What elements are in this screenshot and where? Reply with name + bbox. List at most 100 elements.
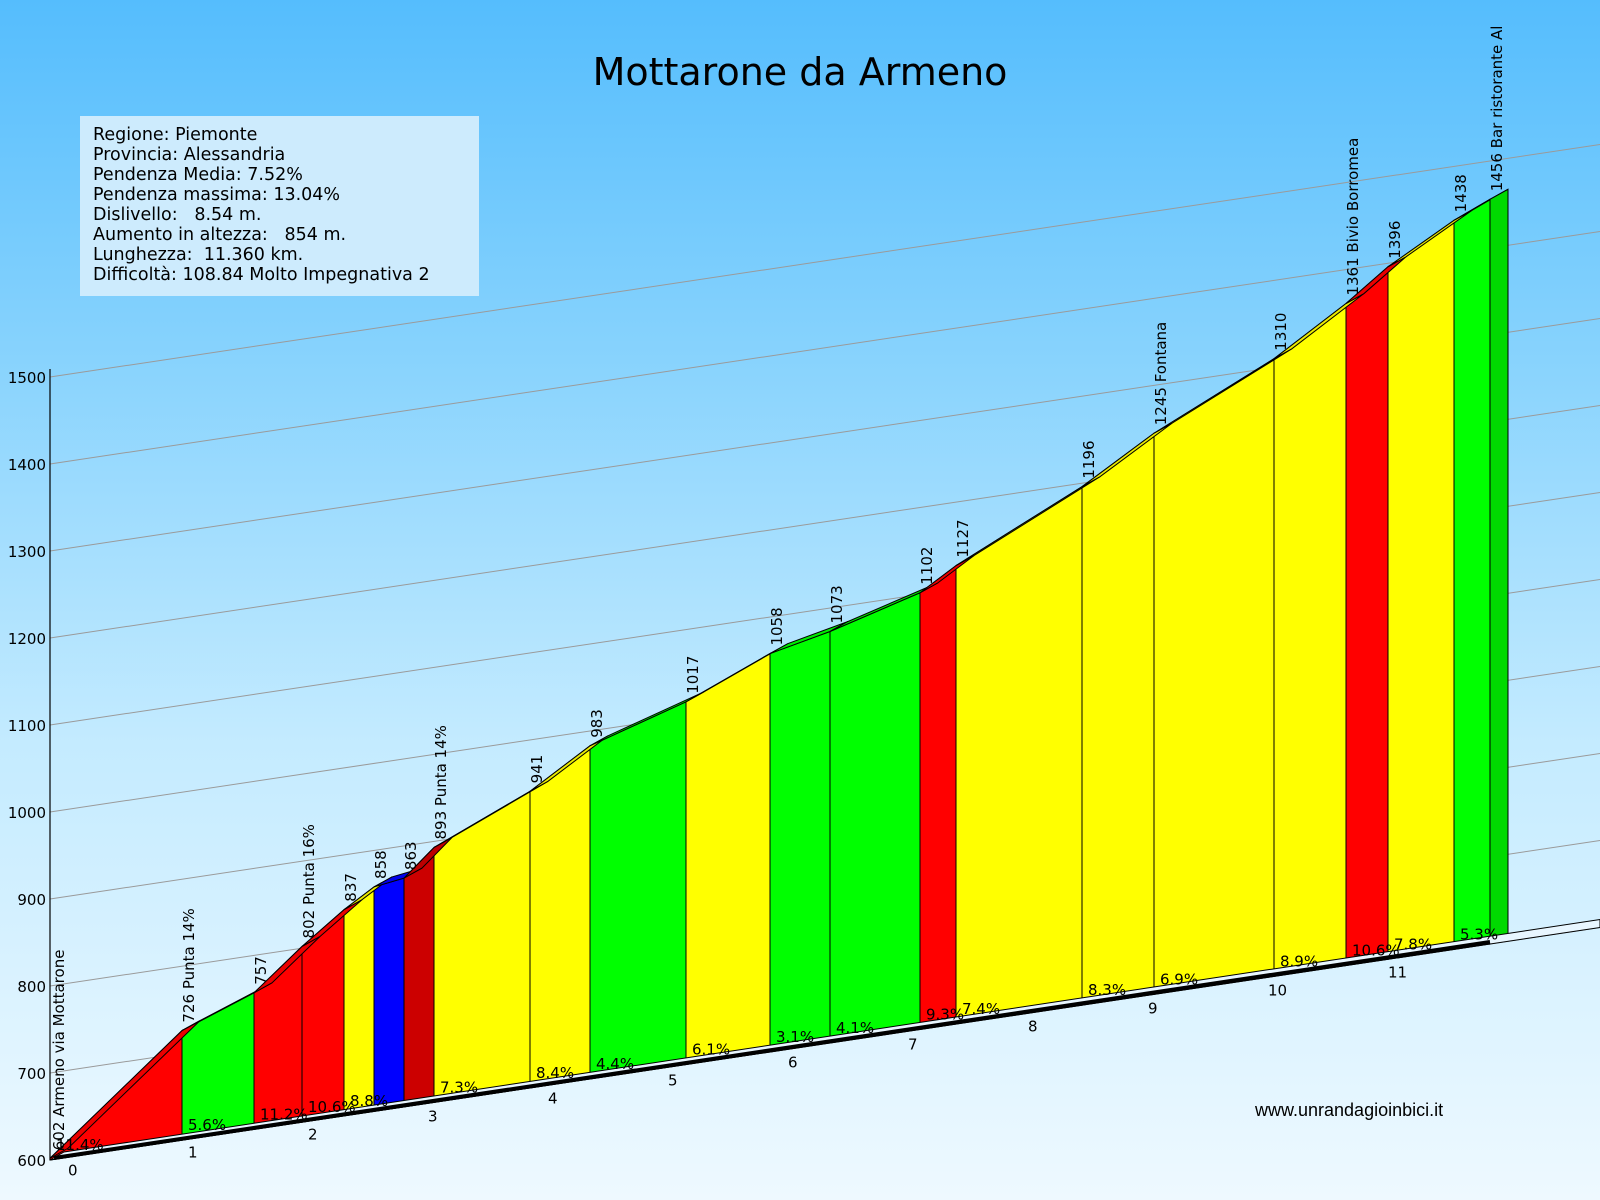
segment-face [529, 744, 591, 1089]
gradient-label: 7.4% [962, 1000, 1000, 1018]
x-tick-label: 10 [1268, 981, 1287, 999]
y-tick-label: 1100 [8, 717, 46, 735]
point-label: 983 [588, 709, 606, 738]
segment-face [1453, 198, 1491, 950]
segment-face [955, 485, 1083, 1025]
x-tick-label: 6 [788, 1053, 798, 1071]
y-tick-label: 900 [17, 891, 46, 909]
gradient-label: 9.3% [926, 1006, 964, 1024]
point-label: 1245 Fontana [1152, 322, 1170, 426]
segment-face [1273, 302, 1347, 977]
gradient-label: 5.3% [1460, 925, 1498, 943]
point-label: 1058 [768, 607, 786, 645]
point-label: 802 Punta 16% [300, 824, 318, 938]
gradient-label: 6.1% [692, 1041, 730, 1059]
segment-face [1387, 219, 1455, 960]
gradient-label: 7.3% [440, 1078, 478, 1096]
segment-face [403, 846, 435, 1108]
segment-side [1489, 188, 1509, 945]
point-label: 1102 [918, 547, 936, 585]
segment-face [685, 652, 771, 1066]
x-tick-label: 5 [668, 1071, 678, 1089]
point-label: 837 [342, 873, 360, 902]
segment-face [343, 885, 375, 1117]
y-tick-label: 1300 [8, 543, 46, 561]
y-tick-label: 700 [17, 1065, 46, 1083]
x-tick-label: 11 [1388, 963, 1407, 981]
x-tick-label: 7 [908, 1035, 918, 1053]
segment-face [769, 630, 831, 1053]
point-label: 1073 [828, 585, 846, 623]
x-tick-label: 8 [1028, 1017, 1038, 1035]
y-tick-label: 1000 [8, 804, 46, 822]
point-label: 1196 [1080, 440, 1098, 478]
point-label: 858 [372, 850, 390, 879]
gradient-label: 8.8% [350, 1092, 388, 1110]
gradient-label: 11.4% [56, 1136, 104, 1154]
gradient-label: 10.6% [1352, 942, 1400, 960]
segment-face [589, 701, 687, 1080]
info-aumento: Aumento in altezza: 854 m. [93, 225, 347, 245]
point-label: 1438 [1452, 174, 1470, 212]
gradient-label: 11.2% [260, 1105, 308, 1123]
x-tick-label: 4 [548, 1089, 558, 1107]
info-pendenza-massima: Pendenza massima: 13.04% [93, 185, 341, 205]
y-tick-label: 1200 [8, 630, 46, 648]
gridline [49, 231, 1600, 465]
gradient-label: 8.4% [536, 1064, 574, 1082]
point-label: 1310 [1272, 313, 1290, 351]
chart-title: Mottarone da Armeno [592, 50, 1008, 94]
point-label: 602 Armeno via Mottarone [50, 950, 68, 1151]
info-provincia: Provincia: Alessandria [93, 145, 286, 165]
point-label: 863 [402, 841, 420, 870]
base-layer [49, 918, 1600, 1161]
x-tick-label: 1 [188, 1143, 198, 1161]
gradient-label: 7.8% [1394, 935, 1432, 953]
gradient-label: 10.6% [308, 1098, 356, 1116]
gradient-label: 8.9% [1280, 952, 1318, 970]
x-tick-label: 9 [1148, 999, 1158, 1017]
point-label: 941 [528, 755, 546, 784]
gradient-label: 3.1% [776, 1028, 814, 1046]
segment-face [919, 564, 957, 1031]
segment-face [829, 592, 921, 1044]
info-box: Regione: Piemonte Provincia: Alessandria… [80, 116, 479, 296]
info-regione: Regione: Piemonte [93, 125, 258, 145]
segment-tops-layer [49, 188, 1509, 1159]
info-lunghezza: Lunghezza: 11.360 km. [93, 245, 304, 265]
segment-face [373, 877, 405, 1112]
gradient-label: 4.1% [836, 1019, 874, 1037]
info-difficolta: Difficoltà: 108.84 Molto Impegnativa 2 [93, 265, 430, 285]
gradient-label: 6.9% [1160, 970, 1198, 988]
point-label: 893 Punta 14% [432, 725, 450, 839]
base-road-edge [53, 940, 1491, 1160]
y-axis: 600 700 800 900 1000 1100 1200 1300 1400 1500 [8, 369, 51, 1170]
point-label: 1017 [684, 656, 702, 694]
x-tick-label: 0 [68, 1161, 78, 1179]
gradient-label: 5.6% [188, 1116, 226, 1134]
y-tick-label: 1400 [8, 456, 46, 474]
website-credit: www.unrandagioinbici.it [1255, 1100, 1444, 1120]
y-tick-label: 600 [17, 1152, 46, 1170]
segment-face [1153, 357, 1275, 995]
info-dislivello: Dislivello: 8.54 m. [93, 205, 262, 225]
point-label: 1127 [954, 519, 972, 557]
point-label: 1456 Bar ristorante Al [1488, 26, 1506, 192]
y-tick-label: 1500 [8, 369, 46, 387]
segment-face [1345, 265, 1389, 967]
labels-layer: 11.4%5.6%11.2% 10.6%8.8%7.3%8.4% 4.4%6.1%3… [50, 26, 1506, 1180]
x-tick-label: 3 [428, 1107, 438, 1125]
gradient-label: 4.4% [596, 1055, 634, 1073]
info-pendenza-media: Pendenza Media: 7.52% [93, 165, 303, 185]
y-tick-label: 800 [17, 978, 46, 996]
point-label: 1396 [1386, 221, 1404, 259]
gradient-label: 8.3% [1088, 981, 1126, 999]
point-label: 726 Punta 14% [180, 908, 198, 1022]
gridline [49, 144, 1600, 378]
point-label: 1361 Bivio Borromea [1344, 138, 1362, 296]
segment-face [1081, 432, 1155, 1006]
x-tick-label: 2 [308, 1125, 318, 1143]
segments-layer [49, 198, 1491, 1161]
